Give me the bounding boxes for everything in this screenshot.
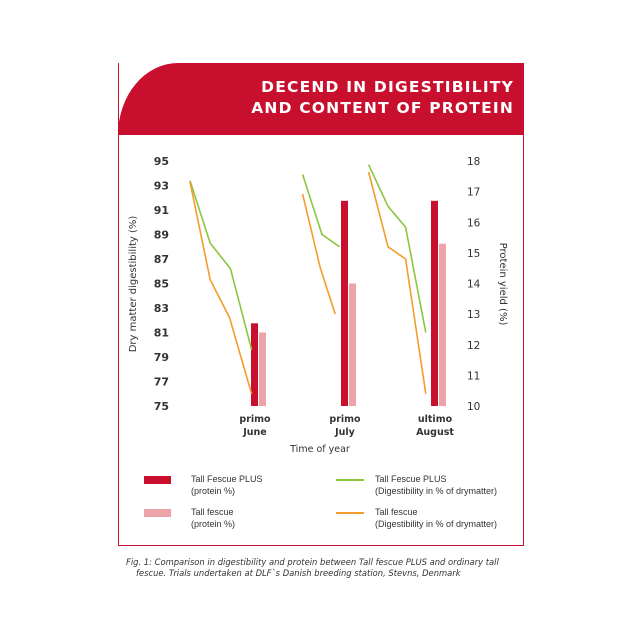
y-tick-label-right: 16 xyxy=(467,217,481,229)
line-tall-fescue xyxy=(367,171,427,394)
chart-labels: primo June primo July ultimo August xyxy=(239,414,454,438)
y-tick-label-left: 89 xyxy=(154,229,169,242)
y-tick-label-right: 13 xyxy=(467,309,480,321)
line-tall-fescue-plus xyxy=(301,174,341,248)
y-tick-label-left: 95 xyxy=(154,155,169,168)
y-tick-label-left: 85 xyxy=(154,278,169,291)
y-tick-label-left: 79 xyxy=(154,351,169,364)
legend-bar-plus-label-2: (protein %) xyxy=(191,486,235,496)
legend-bar-plus-label-1: Tall Fescue PLUS xyxy=(191,474,263,484)
y-tick-label-right: 10 xyxy=(467,401,480,413)
legend-bar-fescue-label-2: (protein %) xyxy=(191,519,235,529)
line-tall-fescue-plus xyxy=(367,164,427,333)
legend-bar-fescue-swatch xyxy=(144,509,171,517)
figure-caption: Fig. 1: Comparison in digestibility and … xyxy=(126,557,526,579)
y-tick-label-left: 87 xyxy=(154,253,169,266)
y-tick-label-left: 83 xyxy=(154,302,169,315)
legend-line-plus-label-1: Tall Fescue PLUS xyxy=(375,474,447,484)
banner-title-line-1: DECEND IN DIGESTIBILITY xyxy=(261,78,514,96)
y-tick-label-left: 93 xyxy=(154,180,169,193)
line-tall-fescue xyxy=(189,181,253,395)
y-tick-label-right: 11 xyxy=(467,370,480,382)
x-tick-label-line-1: ultimo xyxy=(418,414,453,425)
x-tick-label-line-2: August xyxy=(416,427,454,438)
banner-title-line-2: AND CONTENT OF PROTEIN xyxy=(251,99,514,117)
y-tick-label-right: 15 xyxy=(467,248,480,260)
y-tick-label-left: 81 xyxy=(154,327,169,340)
x-tick-label-line-1: primo xyxy=(329,414,361,425)
y-tick-label-right: 12 xyxy=(467,340,480,352)
legend-line-plus-label-2: (Digestibility in % of drymatter) xyxy=(375,486,497,496)
legend-bar-plus-swatch xyxy=(144,476,171,484)
legend-bar-fescue-label-1: Tall fescue xyxy=(191,507,234,517)
y-tick-label-right: 17 xyxy=(467,187,480,199)
title-banner: DECEND IN DIGESTIBILITY AND CONTENT OF P… xyxy=(118,63,524,135)
bar-tall-fescue xyxy=(259,332,266,406)
bar-tall-fescue xyxy=(349,283,356,406)
bar-tall-fescue-plus xyxy=(251,323,258,406)
line-tall-fescue xyxy=(301,193,336,315)
x-tick-label-line-2: June xyxy=(242,427,267,438)
bar-tall-fescue-plus xyxy=(431,200,438,406)
chart-lines xyxy=(189,164,427,395)
y-tick-label-left: 91 xyxy=(154,204,169,217)
y-tick-label-left: 77 xyxy=(154,376,169,389)
y-axis-title-left: Dry matter digestibility (%) xyxy=(128,216,139,353)
legend-line-fescue-label-1: Tall fescue xyxy=(375,507,418,517)
x-axis-title: Time of year xyxy=(289,444,350,455)
chart-legend: Tall Fescue PLUS (protein %) Tall Fescue P… xyxy=(144,474,497,529)
bar-tall-fescue-plus xyxy=(341,200,348,406)
caption-line-1: Fig. 1: Comparison in digestibility and … xyxy=(126,557,499,567)
line-tall-fescue-plus xyxy=(189,180,253,350)
x-tick-label-line-2: July xyxy=(334,427,356,438)
x-tick-label-line-1: primo xyxy=(239,414,271,425)
caption-line-2: fescue. Trials undertaken at DLF`s Danis… xyxy=(136,568,461,578)
bar-tall-fescue xyxy=(439,243,446,406)
chart-axes: 95 93 91 89 87 85 83 81 79 77 75 18 17 16 15 14 13 12 11 10… xyxy=(128,155,508,455)
chart-card xyxy=(118,63,524,546)
legend-line-fescue-label-2: (Digestibility in % of drymatter) xyxy=(375,519,497,529)
y-axis-title-right: Protein yield (%) xyxy=(497,243,508,326)
chart-bars xyxy=(251,200,446,406)
y-tick-label-right: 18 xyxy=(467,156,480,168)
y-tick-label-right: 14 xyxy=(467,279,481,291)
y-tick-label-left: 75 xyxy=(154,400,169,413)
